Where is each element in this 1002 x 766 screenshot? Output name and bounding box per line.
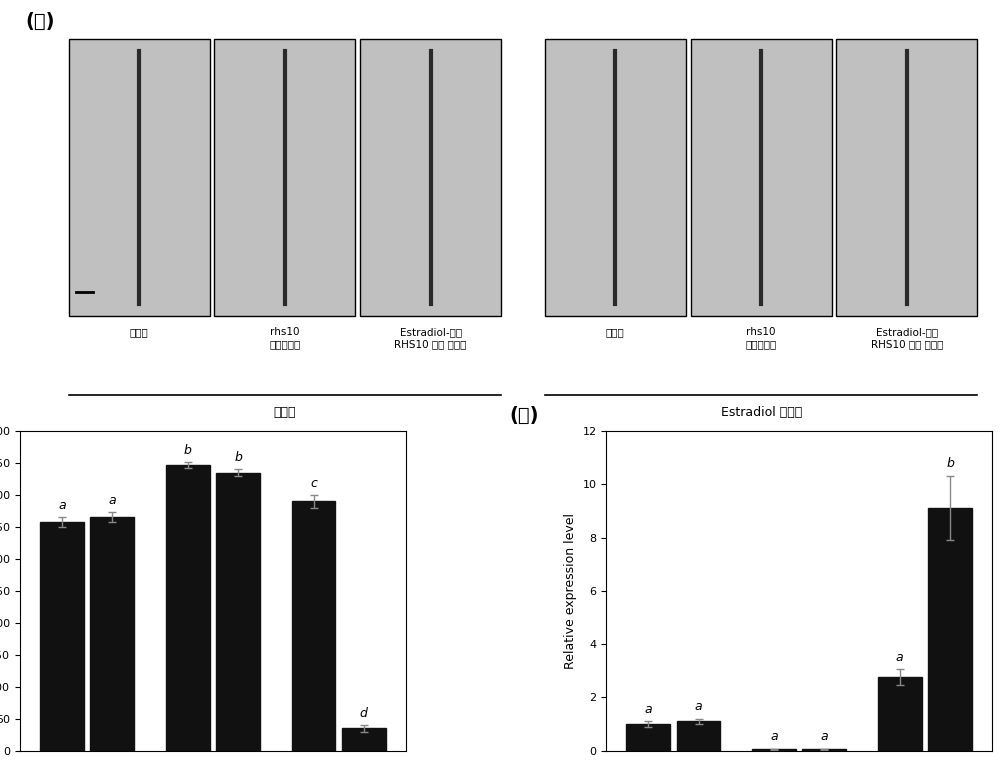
Text: Estradiol 처리군: Estradiol 처리군 [720,407,802,420]
Text: a: a [644,702,652,715]
Text: b: b [946,457,954,470]
Text: a: a [58,499,66,512]
Text: a: a [771,730,778,743]
Text: b: b [234,451,241,464]
Bar [626,724,670,751]
FancyBboxPatch shape [545,39,685,316]
Text: a: a [694,700,702,713]
Text: b: b [183,444,191,457]
Bar [90,517,134,751]
Text: rhs10
돌연변이체: rhs10 돌연변이체 [270,328,301,349]
Text: (다): (다) [510,406,539,424]
Text: Estradiol-유도
RHS10 발현 식물체: Estradiol-유도 RHS10 발현 식물체 [395,328,467,349]
Text: 대조군: 대조군 [274,407,297,420]
Text: a: a [821,730,828,743]
Bar [166,465,209,751]
FancyBboxPatch shape [68,39,209,316]
Text: a: a [108,494,116,507]
Bar [928,509,972,751]
FancyBboxPatch shape [837,39,977,316]
FancyBboxPatch shape [361,39,501,316]
Bar [216,473,260,751]
Text: (가): (가) [25,11,54,31]
Bar [40,522,84,751]
Bar [878,677,922,751]
Text: a: a [896,650,904,663]
Text: Estradiol-유도
RHS10 발현 식물체: Estradiol-유도 RHS10 발현 식물체 [871,328,943,349]
Text: c: c [310,477,317,490]
Text: d: d [360,707,368,720]
FancyBboxPatch shape [214,39,356,316]
Bar [342,728,386,751]
Bar [803,749,846,751]
Text: 야생형: 야생형 [129,328,148,338]
Text: rhs10
돌연변이체: rhs10 돌연변이체 [745,328,777,349]
Text: 야생형: 야생형 [606,328,624,338]
Bar [676,722,720,751]
Bar [753,749,796,751]
FancyBboxPatch shape [690,39,832,316]
Y-axis label: Relative expression level: Relative expression level [564,513,577,669]
Bar [292,502,336,751]
